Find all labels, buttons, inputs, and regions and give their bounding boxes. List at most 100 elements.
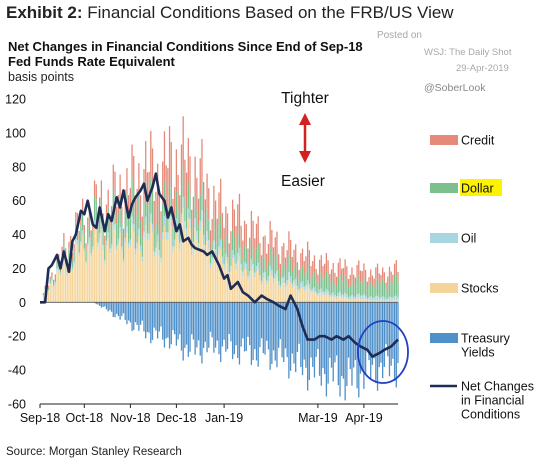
- bar-credit-2019-02-26: [296, 262, 299, 276]
- bar-oil-2018-12-10: [163, 215, 166, 226]
- bar-dollar-2019-03-07: [312, 275, 314, 289]
- exhibit-label: Exhibit 2:: [6, 3, 83, 22]
- bar-oil-2018-12-09: [162, 232, 164, 241]
- bar-oil-2019-01-26: [243, 261, 246, 269]
- bar-treasury-2018-12-26: [191, 302, 193, 335]
- bar-credit-2019-01-01: [201, 139, 203, 182]
- bar-stocks-2018-11-05: [104, 263, 106, 303]
- bar-treasury-2019-02-10: [269, 302, 271, 370]
- bar-oil-2019-02-21: [288, 272, 290, 280]
- bar-credit-2018-10-26: [87, 217, 89, 228]
- bar-dollar-2018-11-28: [143, 201, 145, 232]
- bar-stocks-2018-10-15: [68, 263, 70, 303]
- bar-credit-2019-04-16: [380, 275, 382, 285]
- bar-credit-2019-03-11: [318, 259, 321, 276]
- bar-oil-2019-04-18: [383, 297, 386, 301]
- y-tick-label-0: 0: [19, 296, 26, 310]
- bar-credit-2019-02-03: [257, 216, 259, 244]
- net-line-layer: [40, 172, 399, 358]
- bar-stocks-2019-02-27: [298, 292, 300, 303]
- bar-oil-2019-03-05: [308, 283, 310, 289]
- bar-dollar-2019-03-18: [330, 281, 333, 294]
- bar-treasury-2019-04-18: [383, 302, 386, 367]
- bar-credit-2019-04-19: [385, 282, 387, 290]
- bar-dollar-2019-03-25: [342, 280, 345, 295]
- bar-oil-2019-01-03: [204, 245, 207, 253]
- bar-oil-2018-09-30: [42, 295, 45, 296]
- bar-treasury-2019-01-26: [243, 302, 246, 352]
- bar-oil-2019-04-14: [376, 295, 379, 301]
- bar-treasury-2019-04-08: [366, 302, 368, 350]
- bar-treasury-2019-01-01: [201, 302, 203, 364]
- bar-dollar-2018-11-05: [104, 245, 106, 260]
- bar-stocks-2018-12-23: [185, 236, 188, 303]
- arrow-head-down: [299, 151, 311, 163]
- bar-dollar-2019-03-15: [325, 270, 328, 289]
- bar-stocks-2019-04-05: [361, 299, 363, 303]
- bar-stocks-2019-02-06: [262, 277, 264, 303]
- legend-label-credit: Credit: [461, 134, 495, 148]
- bar-treasury-2019-04-26: [397, 302, 399, 364]
- bar-stocks-2018-10-22: [80, 245, 82, 303]
- bar-oil-2019-04-25: [395, 295, 397, 301]
- bar-oil-2019-02-18: [283, 276, 285, 283]
- bar-oil-2019-03-15: [325, 288, 328, 294]
- bar-dollar-2019-01-18: [230, 252, 232, 267]
- bar-dollar-2019-01-09: [214, 229, 217, 250]
- bar-dollar-2019-04-01: [354, 286, 357, 298]
- bar-credit-2018-12-22: [184, 159, 186, 198]
- bar-dollar-2018-12-30: [197, 225, 200, 244]
- bar-credit-2019-03-13: [322, 266, 324, 280]
- bar-dollar-2019-04-22: [390, 281, 392, 298]
- bar-treasury-2019-02-11: [271, 302, 273, 365]
- bar-credit-2018-11-14: [119, 174, 121, 197]
- bar-oil-2018-11-03: [100, 222, 103, 229]
- bar-credit-2019-04-14: [376, 263, 379, 278]
- bar-stocks-2018-12-13: [168, 219, 171, 303]
- bar-treasury-2019-01-04: [206, 302, 208, 353]
- bar-treasury-2018-10-31: [95, 302, 97, 305]
- bar-oil-2018-11-15: [121, 246, 123, 251]
- bar-credit-2018-11-27: [141, 216, 143, 238]
- axes: -60 -40 -20 0 20 40 60 80 100 120 Sep-18 Oct-18 Nov-…: [5, 93, 398, 425]
- bar-credit-2019-01-19: [231, 199, 234, 230]
- bar-credit-2019-03-28: [347, 279, 350, 288]
- bar-stocks-2018-11-25: [138, 236, 140, 303]
- bar-oil-2019-01-30: [250, 258, 253, 266]
- bar-treasury-2018-11-01: [97, 302, 99, 305]
- bar-stocks-2019-04-18: [383, 300, 386, 303]
- bar-treasury-2018-11-03: [100, 302, 103, 308]
- bar-stocks-2018-12-25: [189, 227, 191, 303]
- bar-dollar-2018-11-22: [133, 187, 135, 224]
- bar-credit-2018-11-10: [112, 164, 114, 188]
- bar-oil-2019-04-08: [366, 298, 368, 301]
- bar-stocks-2018-10-12: [63, 257, 65, 303]
- bar-dollar-2019-02-07: [264, 256, 266, 273]
- bar-stocks-2018-10-13: [64, 267, 67, 303]
- bar-oil-2018-10-28: [90, 253, 92, 257]
- bar-dollar-2019-03-10: [317, 284, 319, 294]
- legend-label-dollar: Dollar: [461, 182, 494, 196]
- bar-credit-2018-10-16: [70, 235, 72, 244]
- bar-stocks-2018-12-21: [182, 208, 184, 303]
- bar-dollar-2019-01-17: [228, 260, 230, 273]
- bar-treasury-2018-11-10: [112, 302, 114, 317]
- stacked-bars: [42, 116, 399, 401]
- bar-credit-2019-03-02: [303, 261, 305, 275]
- bar-oil-2018-10-29: [92, 246, 94, 251]
- bar-oil-2018-12-21: [182, 196, 184, 209]
- bar-oil-2018-10-17: [71, 267, 74, 271]
- bar-oil-2018-12-18: [177, 231, 179, 240]
- bar-credit-2019-04-10: [370, 269, 372, 282]
- bar-treasury-2019-04-16: [380, 302, 382, 363]
- bar-dollar-2019-01-10: [216, 242, 218, 260]
- bar-treasury-2019-04-12: [373, 302, 375, 359]
- bar-stocks-2018-12-29: [196, 239, 198, 303]
- exhibit-title: Exhibit 2: Financial Conditions Based on…: [6, 3, 454, 23]
- bar-oil-2019-03-04: [307, 280, 309, 287]
- bar-oil-2019-04-15: [378, 297, 380, 301]
- net-changes-line: [40, 172, 399, 358]
- bar-oil-2019-03-31: [353, 296, 355, 300]
- bar-stocks-2019-03-10: [317, 296, 319, 303]
- y-axis-units: basis points: [8, 70, 75, 84]
